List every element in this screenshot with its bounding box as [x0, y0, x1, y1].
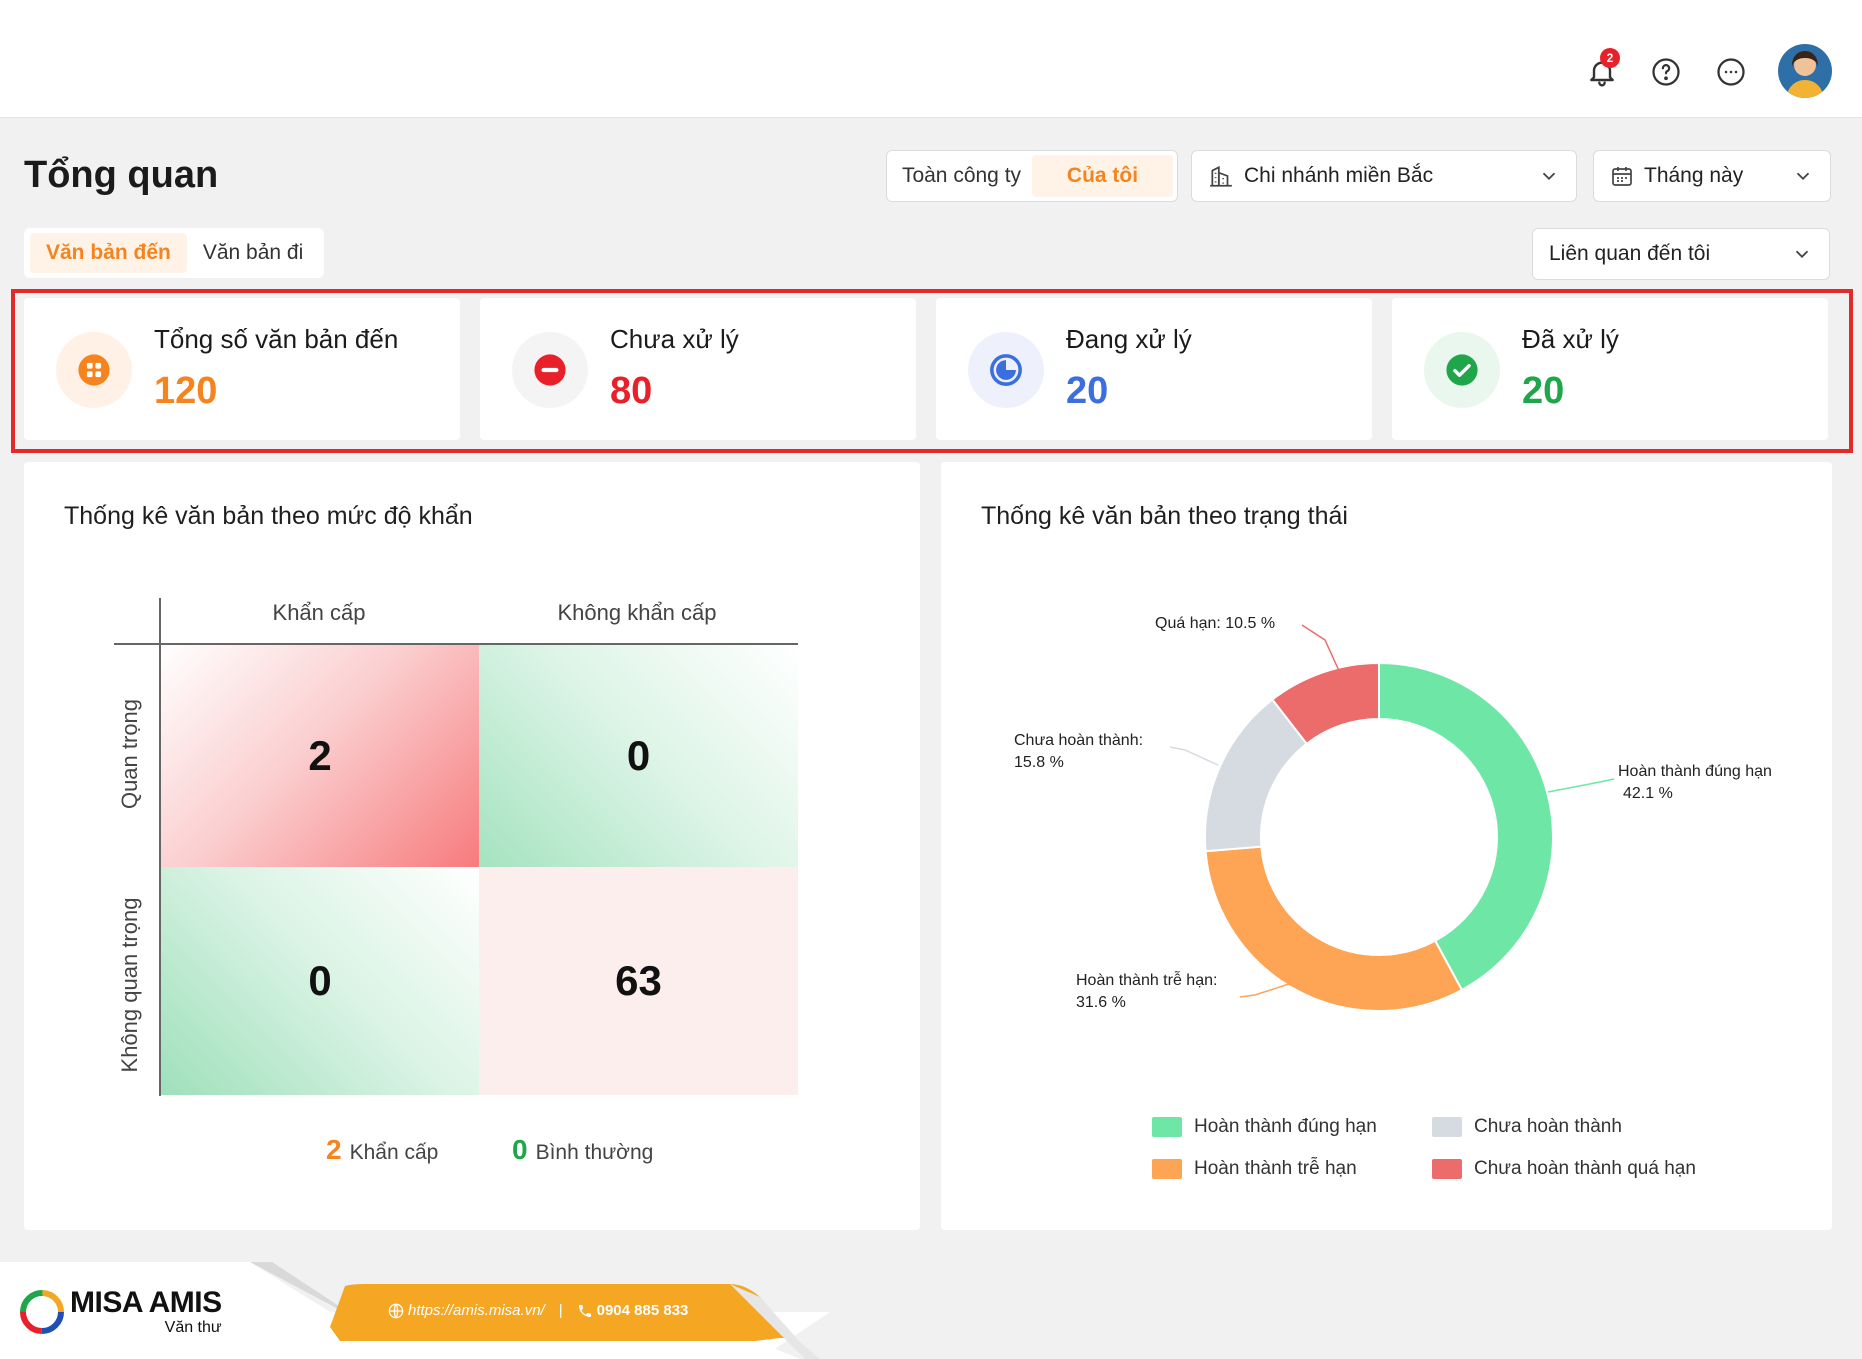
legend-normal-label: Bình thường [535, 1141, 654, 1164]
legend-swatch [1152, 1117, 1182, 1137]
kpi-value: 20 [1066, 370, 1109, 412]
status-legend-incomplete[interactable]: Chưa hoàn thành [1432, 1116, 1622, 1138]
status-panel-title: Thống kê văn bản theo trạng thái [981, 502, 1348, 530]
chevron-down-icon [1795, 250, 1809, 259]
footer-phone[interactable]: 0904 885 833 [596, 1302, 689, 1319]
column-header-urgent: Khẩn cấp [272, 600, 366, 625]
footer-url[interactable]: https://amis.misa.vn/ [408, 1302, 545, 1319]
legend-swatch [1432, 1159, 1462, 1179]
donut-label-overdue: Quá hạn: 10.5 % [1155, 615, 1276, 632]
kpi-value: 120 [154, 370, 218, 412]
help-icon [1652, 58, 1680, 86]
scope-toggle: Toàn công ty Của tôi [886, 150, 1178, 202]
branch-select-value: Chi nhánh miền Bắc [1244, 164, 1434, 187]
legend-label: Hoàn thành đúng hạn [1194, 1116, 1377, 1137]
kpi-icon-wrap [512, 332, 588, 408]
user-avatar-icon [1778, 44, 1832, 98]
row-header-not-important: Không quan trọng [117, 897, 142, 1073]
period-select-value: Tháng này [1644, 164, 1744, 187]
legend-normal-count: 0 [512, 1134, 528, 1165]
chevron-down-icon [1796, 172, 1810, 181]
progress-circle-icon [990, 354, 1022, 386]
brand-name: MISA AMIS [70, 1286, 222, 1319]
status-legend-overdue[interactable]: Chưa hoàn thành quá hạn [1432, 1158, 1696, 1180]
tab-outgoing[interactable]: Văn bản đi [202, 241, 304, 264]
legend-urgent-count: 2 [326, 1134, 342, 1165]
kpi-label: Chưa xử lý [610, 324, 739, 354]
kpi-value: 20 [1522, 370, 1565, 412]
notification-badge: 2 [1600, 48, 1620, 68]
scope-option-mine[interactable]: Của tôi [1032, 155, 1173, 197]
status-legend-on-time[interactable]: Hoàn thành đúng hạn [1152, 1116, 1377, 1138]
more-icon [1717, 58, 1745, 86]
avatar[interactable] [1778, 44, 1832, 98]
footer-separator: | [558, 1302, 563, 1319]
footer-contact: https://amis.misa.vn/ | 0904 885 833 [388, 1302, 688, 1319]
kpi-label: Tổng số văn bản đến [154, 324, 399, 354]
minus-circle-icon [534, 354, 566, 386]
more-button[interactable] [1711, 52, 1751, 92]
relation-select-value: Liên quan đến tôi [1549, 242, 1711, 265]
matrix-vertical-axis [159, 598, 161, 1096]
building-icon [1210, 165, 1232, 187]
legend-label: Chưa hoàn thành [1474, 1116, 1622, 1137]
status-panel: Thống kê văn bản theo trạng thái [941, 462, 1832, 1230]
legend-urgent-label: Khẩn cấp [349, 1141, 439, 1164]
kpi-total-incoming[interactable]: Tổng số văn bản đến 120 [24, 298, 460, 440]
globe-icon [388, 1303, 404, 1318]
kpi-label: Đang xử lý [1066, 324, 1192, 354]
donut-label-on-time: Hoàn thành đúng hạn 42.1 % [1618, 763, 1772, 802]
cell-important-urgent[interactable]: 2 [161, 645, 479, 867]
calendar-icon [1612, 167, 1632, 186]
kpi-icon-wrap [56, 332, 132, 408]
legend-swatch [1152, 1159, 1182, 1179]
kpi-icon-wrap [1424, 332, 1500, 408]
legend-label: Hoàn thành trễ hạn [1194, 1158, 1357, 1179]
misa-amis-logo: MISA AMIS Văn thư [20, 1288, 222, 1336]
top-bar: 2 [0, 0, 1862, 118]
legend-swatch [1432, 1117, 1462, 1137]
status-legend-late[interactable]: Hoàn thành trễ hạn [1152, 1158, 1357, 1180]
cell-not-important-urgent[interactable]: 0 [161, 867, 479, 1095]
cell-not-important-not-urgent[interactable]: 63 [479, 867, 798, 1095]
bell-icon [1590, 61, 1614, 87]
misa-logo-icon [20, 1290, 64, 1334]
kpi-value: 80 [610, 370, 653, 412]
matrix-horizontal-axis [114, 643, 798, 645]
kpi-processed[interactable]: Đã xử lý 20 [1392, 298, 1828, 440]
help-button[interactable] [1646, 52, 1686, 92]
kpi-processing[interactable]: Đang xử lý 20 [936, 298, 1372, 440]
legend-normal: 0 Bình thường [512, 1134, 653, 1166]
tab-incoming[interactable]: Văn bản đến [30, 233, 187, 273]
check-circle-icon [1446, 354, 1478, 386]
legend-label: Chưa hoàn thành quá hạn [1474, 1158, 1696, 1179]
kpi-highlight-frame [11, 289, 1853, 453]
period-select[interactable]: Tháng này [1593, 150, 1831, 202]
footer-band [0, 1262, 830, 1359]
chevron-down-icon [1542, 172, 1556, 181]
relation-select[interactable]: Liên quan đến tôi [1532, 228, 1830, 280]
cell-important-not-urgent[interactable]: 0 [479, 645, 798, 867]
kpi-icon-wrap [968, 332, 1044, 408]
brand-sub: Văn thư [164, 1319, 222, 1336]
column-header-not-urgent: Không khẩn cấp [557, 600, 717, 625]
urgency-panel-title: Thống kê văn bản theo mức độ khẩn [64, 502, 473, 530]
notification-button[interactable]: 2 [1582, 48, 1622, 92]
legend-urgent: 2 Khẩn cấp [326, 1134, 438, 1166]
row-header-important: Quan trọng [117, 698, 142, 810]
page-title: Tổng quan [24, 154, 219, 196]
donut-label-late: Hoàn thành trễ hạn: 31.6 % [1076, 972, 1218, 1011]
scope-option-company[interactable]: Toàn công ty [901, 164, 1022, 187]
donut-label-incomplete: Chưa hoàn thành: 15.8 % [1014, 732, 1144, 771]
branch-select[interactable]: Chi nhánh miền Bắc [1191, 150, 1577, 202]
kpi-unprocessed[interactable]: Chưa xử lý 80 [480, 298, 916, 440]
kpi-label: Đã xử lý [1522, 324, 1619, 354]
document-tabs: Văn bản đến Văn bản đi [24, 228, 324, 278]
grid-icon [78, 354, 110, 386]
phone-icon [578, 1304, 591, 1317]
